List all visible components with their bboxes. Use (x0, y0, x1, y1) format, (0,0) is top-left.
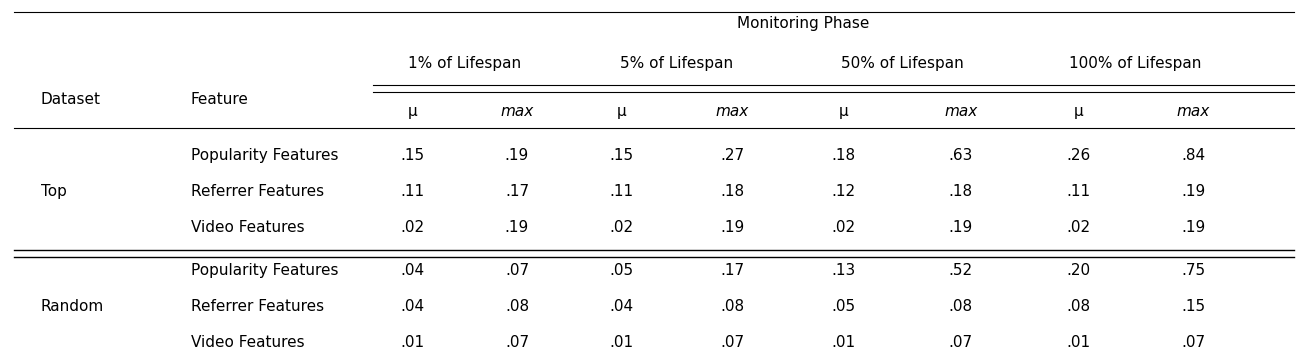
Text: Video Features: Video Features (191, 335, 305, 347)
Text: .19: .19 (721, 220, 744, 235)
Text: .01: .01 (1066, 335, 1091, 347)
Text: .11: .11 (1066, 184, 1091, 199)
Text: 1% of Lifespan: 1% of Lifespan (408, 56, 522, 71)
Text: .04: .04 (400, 263, 425, 278)
Text: .19: .19 (505, 220, 528, 235)
Text: Feature: Feature (191, 92, 249, 107)
Text: .15: .15 (1181, 299, 1205, 314)
Text: Random: Random (41, 299, 103, 314)
Text: .07: .07 (505, 263, 528, 278)
Text: max: max (944, 104, 977, 119)
Text: .19: .19 (505, 148, 528, 163)
Text: .08: .08 (948, 299, 973, 314)
Text: μ: μ (616, 104, 627, 119)
Text: .52: .52 (948, 263, 973, 278)
Text: max: max (1176, 104, 1210, 119)
Text: Monitoring Phase: Monitoring Phase (736, 16, 869, 31)
Text: .07: .07 (948, 335, 973, 347)
Text: Referrer Features: Referrer Features (191, 184, 324, 199)
Text: .02: .02 (831, 220, 855, 235)
Text: .26: .26 (1066, 148, 1091, 163)
Text: .18: .18 (948, 184, 973, 199)
Text: .17: .17 (505, 184, 528, 199)
Text: .17: .17 (721, 263, 744, 278)
Text: .01: .01 (610, 335, 633, 347)
Text: .04: .04 (610, 299, 633, 314)
Text: Popularity Features: Popularity Features (191, 263, 339, 278)
Text: .08: .08 (505, 299, 528, 314)
Text: .12: .12 (831, 184, 855, 199)
Text: .02: .02 (610, 220, 633, 235)
Text: .27: .27 (721, 148, 744, 163)
Text: .02: .02 (400, 220, 425, 235)
Text: μ: μ (838, 104, 848, 119)
Text: 5% of Lifespan: 5% of Lifespan (620, 56, 734, 71)
Text: max: max (715, 104, 749, 119)
Text: .01: .01 (831, 335, 855, 347)
Text: .07: .07 (505, 335, 528, 347)
Text: .75: .75 (1181, 263, 1205, 278)
Text: Top: Top (41, 184, 67, 199)
Text: Popularity Features: Popularity Features (191, 148, 339, 163)
Text: μ: μ (408, 104, 417, 119)
Text: .07: .07 (1181, 335, 1205, 347)
Text: Referrer Features: Referrer Features (191, 299, 324, 314)
Text: 50% of Lifespan: 50% of Lifespan (841, 56, 964, 71)
Text: .08: .08 (721, 299, 744, 314)
Text: .07: .07 (721, 335, 744, 347)
Text: .11: .11 (400, 184, 425, 199)
Text: .18: .18 (721, 184, 744, 199)
Text: .20: .20 (1066, 263, 1091, 278)
Text: .15: .15 (400, 148, 425, 163)
Text: .05: .05 (831, 299, 855, 314)
Text: .18: .18 (831, 148, 855, 163)
Text: .19: .19 (1181, 220, 1205, 235)
Text: .08: .08 (1066, 299, 1091, 314)
Text: .19: .19 (1181, 184, 1205, 199)
Text: .19: .19 (948, 220, 973, 235)
Text: .05: .05 (610, 263, 633, 278)
Text: max: max (501, 104, 534, 119)
Text: .15: .15 (610, 148, 633, 163)
Text: .84: .84 (1181, 148, 1205, 163)
Text: Video Features: Video Features (191, 220, 305, 235)
Text: .13: .13 (831, 263, 855, 278)
Text: μ: μ (1074, 104, 1083, 119)
Text: .04: .04 (400, 299, 425, 314)
Text: 100% of Lifespan: 100% of Lifespan (1070, 56, 1202, 71)
Text: .02: .02 (1066, 220, 1091, 235)
Text: .01: .01 (400, 335, 425, 347)
Text: .11: .11 (610, 184, 633, 199)
Text: .63: .63 (948, 148, 973, 163)
Text: Dataset: Dataset (41, 92, 101, 107)
